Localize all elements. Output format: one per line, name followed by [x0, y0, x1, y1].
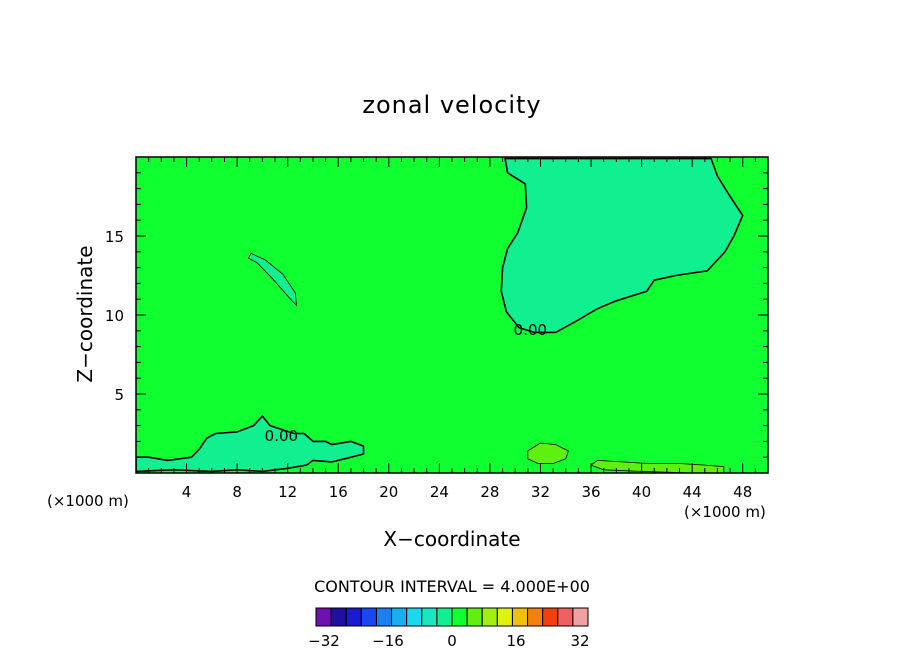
colorbar-swatch: [557, 607, 574, 627]
y-tick-label: 5: [114, 386, 124, 404]
colorbar-swatch: [481, 607, 498, 627]
colorbar-tick-label: −16: [372, 632, 404, 650]
colorbar-swatch: [496, 607, 513, 627]
colorbar-swatch: [360, 607, 377, 627]
colorbar-swatch: [527, 607, 544, 627]
lower-negative-region: [136, 415, 365, 473]
y-tick-label: 15: [105, 228, 124, 246]
colorbar-swatch: [391, 607, 408, 627]
colorbar-tick-label: −32: [308, 632, 340, 650]
colorbar-swatch: [345, 607, 362, 627]
colorbar-swatch: [542, 607, 559, 627]
x-tick-label: 32: [531, 483, 550, 501]
positive-blob-32: [527, 442, 569, 464]
x-tick-label: 24: [430, 483, 449, 501]
colorbar-swatch: [375, 607, 393, 627]
x-tick-label: 40: [632, 483, 651, 501]
contour-label-1: 0.00: [265, 427, 298, 445]
colorbar-swatch: [466, 607, 483, 627]
elongated-negative-blob: [248, 252, 297, 306]
colorbar-swatch: [511, 607, 529, 627]
x-tick-label: 20: [379, 483, 398, 501]
x-unit-left: (×1000 m): [47, 492, 129, 510]
colorbar-swatch: [451, 607, 468, 627]
contour-label-0: 0.00: [514, 321, 547, 339]
colorbar-swatch: [572, 607, 589, 627]
x-tick-label: 48: [733, 483, 752, 501]
x-tick-label: 44: [683, 483, 702, 501]
chart-title: zonal velocity: [362, 91, 541, 119]
x-unit-right: (×1000 m): [684, 503, 766, 521]
contour-interval-text: CONTOUR INTERVAL = 4.000E+00: [314, 577, 590, 596]
x-axis-label: X−coordinate: [383, 527, 520, 551]
colorbar-swatch: [315, 607, 332, 627]
colorbar-swatch: [330, 607, 347, 627]
x-tick-label: 36: [581, 483, 600, 501]
colorbar-swatch: [406, 607, 423, 627]
positive-strip-40-48: [590, 459, 725, 473]
x-tick-label: 28: [480, 483, 499, 501]
colorbar-swatch: [436, 607, 453, 627]
y-axis-label: Z−coordinate: [73, 245, 97, 382]
upper-negative-region: [500, 157, 744, 334]
x-tick-label: 4: [182, 483, 192, 501]
colorbar-tick-label: 32: [570, 632, 589, 650]
colorbar-swatch: [421, 607, 438, 627]
colorbar: −32 −16 0 16 32: [308, 607, 590, 650]
colorbar-tick-label: 16: [506, 632, 525, 650]
axis-ticks: [136, 157, 768, 473]
y-tick-label: 10: [105, 307, 124, 325]
x-tick-label: 12: [278, 483, 297, 501]
x-tick-label: 8: [232, 483, 242, 501]
x-tick-label: 16: [329, 483, 348, 501]
colorbar-tick-label: 0: [447, 632, 457, 650]
